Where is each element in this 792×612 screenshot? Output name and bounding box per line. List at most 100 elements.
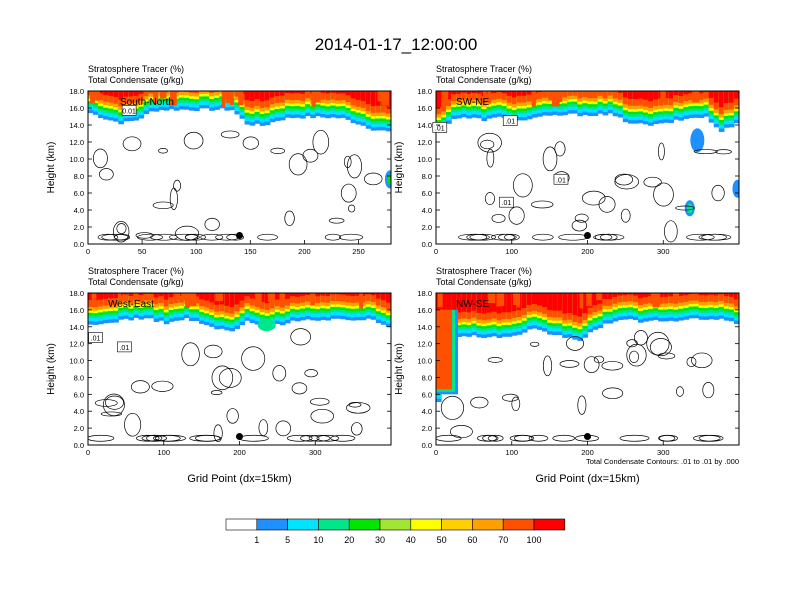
panel-header-tracer: Stratosphere Tracer (%)	[88, 64, 184, 74]
colorbar-swatch	[348, 518, 381, 531]
y-tick-label: 18.0	[417, 87, 432, 96]
figure-title: 2014-01-17_12:00:00	[315, 35, 478, 54]
contour-label: 0.01	[121, 105, 137, 116]
y-axis-label: Height (km)	[46, 343, 57, 395]
x-axis-label: Grid Point (dx=15km)	[187, 473, 291, 485]
x-tick-label: 0	[434, 247, 438, 256]
y-tick-label: 10.0	[69, 357, 84, 366]
tracer-field	[88, 91, 391, 244]
panel-sw-ne: Stratosphere Tracer (%)Total Condensate …	[394, 64, 740, 256]
contour-label: .01	[553, 173, 569, 185]
y-tick-label: 14.0	[69, 323, 84, 332]
panel-south-north: Stratosphere Tracer (%)Total Condensate …	[46, 64, 392, 256]
svg-text:.01: .01	[502, 200, 512, 207]
y-tick-label: 4.0	[74, 407, 84, 416]
colorbar: 1 5 10 20 30 40 50 60 70 100	[225, 518, 566, 545]
panel-header-condensate: Total Condensate (g/kg)	[88, 75, 184, 85]
panel-header-condensate: Total Condensate (g/kg)	[436, 277, 532, 287]
location-marker	[236, 433, 243, 441]
y-tick-label: 2.0	[422, 424, 432, 433]
x-tick-label: 300	[309, 448, 322, 457]
x-tick-label: 100	[190, 247, 203, 256]
colorbar-label: 20	[344, 535, 354, 545]
x-tick-label: 0	[86, 448, 90, 457]
y-axis-label: Height (km)	[394, 343, 405, 395]
x-tick-label: 100	[505, 448, 518, 457]
contour-label: .01	[88, 332, 103, 343]
svg-text:.01: .01	[435, 125, 445, 132]
colorbar-swatch	[410, 518, 442, 531]
y-tick-label: 0.0	[74, 441, 84, 450]
panel-nw-se: Stratosphere Tracer (%)Total Condensate …	[394, 266, 740, 485]
y-tick-label: 18.0	[69, 87, 84, 96]
location-marker	[584, 433, 591, 441]
y-tick-label: 10.0	[417, 155, 432, 164]
contour-footnote: Total Condensate Contours: .01 to .01 by…	[586, 457, 739, 466]
y-tick-label: 4.0	[422, 206, 432, 215]
region-label: NW-SE	[456, 299, 489, 310]
x-tick-label: 50	[138, 247, 146, 256]
svg-text:.01: .01	[91, 336, 101, 343]
y-tick-label: 14.0	[69, 121, 84, 130]
colorbar-label: 60	[467, 535, 477, 545]
y-tick-label: 12.0	[417, 138, 432, 147]
y-tick-label: 4.0	[74, 206, 84, 215]
y-tick-label: 14.0	[417, 121, 432, 130]
y-tick-label: 16.0	[69, 306, 84, 315]
y-tick-label: 2.0	[74, 424, 84, 433]
x-tick-label: 0	[434, 448, 438, 457]
x-tick-label: 100	[505, 247, 518, 256]
y-tick-label: 10.0	[417, 357, 432, 366]
y-axis-label: Height (km)	[46, 142, 57, 194]
colorbar-swatch	[533, 518, 566, 531]
panel-west-east: Stratosphere Tracer (%)Total Condensate …	[46, 266, 392, 485]
colorbar-swatch	[287, 518, 319, 531]
svg-text:0.01: 0.01	[122, 108, 136, 115]
condensate-contours	[436, 330, 724, 442]
y-tick-label: 8.0	[422, 373, 432, 382]
y-tick-label: 2.0	[422, 223, 432, 232]
y-tick-label: 12.0	[69, 340, 84, 349]
colorbar-label: 5	[285, 535, 290, 545]
colorbar-swatch	[318, 518, 350, 531]
y-tick-label: 12.0	[69, 138, 84, 147]
y-tick-label: 6.0	[422, 390, 432, 399]
x-tick-label: 100	[157, 448, 170, 457]
colorbar-label: 1	[254, 535, 259, 545]
y-tick-label: 2.0	[74, 223, 84, 232]
region-label: South-North	[120, 97, 174, 108]
colorbar-label: 30	[375, 535, 385, 545]
contour-label: .01	[502, 115, 518, 126]
tracer-field	[88, 293, 391, 445]
colorbar-swatch	[472, 518, 504, 531]
y-tick-label: 8.0	[422, 172, 432, 181]
panel-header-tracer: Stratosphere Tracer (%)	[88, 266, 184, 276]
tracer-field	[436, 91, 739, 244]
x-tick-label: 300	[657, 448, 670, 457]
plot-frame	[87, 90, 392, 245]
y-tick-label: 14.0	[417, 323, 432, 332]
colorbar-label: 40	[406, 535, 416, 545]
condensate-contours	[88, 328, 371, 443]
y-tick-label: 12.0	[417, 340, 432, 349]
y-tick-label: 8.0	[74, 373, 84, 382]
y-axis-label: Height (km)	[394, 142, 405, 194]
y-tick-label: 18.0	[69, 289, 84, 298]
condensate-contours	[92, 129, 383, 243]
region-label: SW-NE	[456, 97, 489, 108]
y-tick-label: 6.0	[74, 189, 84, 198]
svg-text:.01: .01	[505, 119, 515, 126]
x-tick-label: 200	[233, 448, 246, 457]
y-tick-label: 0.0	[74, 240, 84, 249]
colorbar-swatch	[379, 518, 412, 531]
colorbar-label: 10	[313, 535, 323, 545]
y-tick-label: 0.0	[422, 441, 432, 450]
y-tick-label: 10.0	[69, 155, 84, 164]
location-marker	[236, 232, 243, 239]
colorbar-label: 70	[498, 535, 508, 545]
tracer-field	[436, 293, 739, 445]
x-tick-label: 200	[581, 448, 594, 457]
colorbar-swatch	[441, 518, 473, 531]
x-tick-label: 150	[244, 247, 257, 256]
